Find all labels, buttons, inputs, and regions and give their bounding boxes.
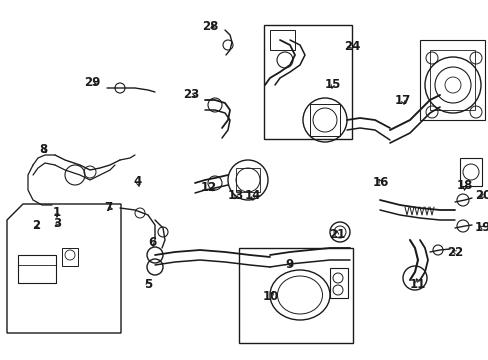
Text: 4: 4 xyxy=(134,175,142,189)
Text: 21: 21 xyxy=(328,229,345,242)
Text: 1: 1 xyxy=(53,207,61,220)
Text: 8: 8 xyxy=(39,144,47,157)
Bar xyxy=(429,50,474,110)
Text: 15: 15 xyxy=(324,77,341,90)
Text: 22: 22 xyxy=(446,246,462,258)
Bar xyxy=(239,248,352,343)
Text: 5: 5 xyxy=(143,279,152,292)
Bar xyxy=(269,30,294,50)
Bar xyxy=(419,40,484,120)
Text: 9: 9 xyxy=(285,257,293,270)
Bar xyxy=(459,158,481,186)
Text: 28: 28 xyxy=(202,19,218,32)
Bar xyxy=(329,268,347,298)
Bar xyxy=(236,168,260,192)
Text: 6: 6 xyxy=(147,235,156,248)
Text: 23: 23 xyxy=(183,89,199,102)
Bar xyxy=(18,255,56,283)
Text: 11: 11 xyxy=(409,279,425,292)
Text: 14: 14 xyxy=(244,189,261,202)
Text: 19: 19 xyxy=(474,221,488,234)
Text: 13: 13 xyxy=(227,189,244,202)
Text: 29: 29 xyxy=(83,77,100,90)
Text: 12: 12 xyxy=(201,181,217,194)
Text: 7: 7 xyxy=(104,202,112,215)
Text: 10: 10 xyxy=(263,289,279,302)
Text: 2: 2 xyxy=(32,220,40,233)
Bar xyxy=(62,248,78,266)
Bar xyxy=(309,104,339,136)
Text: 17: 17 xyxy=(394,94,410,107)
Text: 20: 20 xyxy=(474,189,488,202)
Bar xyxy=(18,265,56,283)
Bar xyxy=(264,25,351,139)
Text: 18: 18 xyxy=(456,180,472,193)
Text: 24: 24 xyxy=(343,40,360,53)
Text: 3: 3 xyxy=(53,217,61,230)
Text: 16: 16 xyxy=(372,176,388,189)
